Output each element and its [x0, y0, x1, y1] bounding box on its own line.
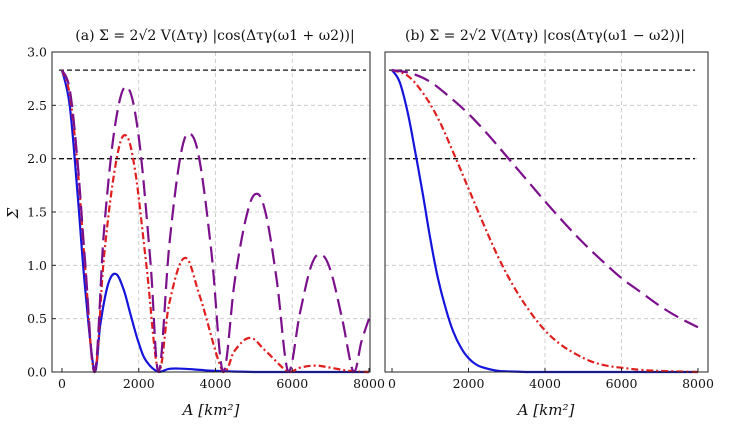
series-line-solid [60, 69, 369, 374]
y-tick-label: 2.5 [27, 98, 47, 113]
panel-a-title: (a) Σ = 2√2 V(Δτγ) |cos(Δτγ(ω1 + ω2))| [75, 28, 354, 44]
panel-a-reference-lines [59, 69, 366, 160]
x-tick-label: 0 [58, 376, 66, 391]
panel-b-reference-lines [389, 69, 695, 160]
y-tick-label: 3.0 [27, 45, 47, 60]
x-tick-label: 4000 [200, 376, 232, 391]
x-tick-label: 6000 [606, 376, 638, 391]
panel-b-grid [385, 52, 698, 372]
x-tick-label: 6000 [276, 376, 308, 391]
panel-b-x-label: A [km²] [516, 401, 575, 419]
y-tick-label: 0.5 [27, 311, 47, 326]
y-tick-label: 0.0 [27, 365, 47, 380]
x-tick-label: 2000 [453, 376, 485, 391]
panel-b-frame [384, 51, 709, 373]
panel-a-x-label: A [km²] [181, 401, 240, 419]
x-tick-label: 8000 [353, 376, 385, 391]
x-tick-label: 4000 [529, 376, 561, 391]
panel-a-x-ticks: 0 2000 4000 6000 8000 [58, 368, 385, 391]
y-tick-label: 2.0 [27, 151, 47, 166]
panel-a: (a) Σ = 2√2 V(Δτγ) |cos(Δτγ(ω1 + ω2))| 0… [4, 28, 385, 419]
series-line-dash-dot [391, 69, 699, 374]
series-line-long-dash [391, 69, 699, 329]
x-tick-label: 0 [388, 376, 396, 391]
x-tick-label: 8000 [682, 376, 714, 391]
x-tick-label: 2000 [123, 376, 155, 391]
series-line-long-dash [60, 69, 371, 374]
panel-a-series [60, 69, 371, 374]
y-tick-label: 1.5 [27, 205, 47, 220]
panel-b: (b) Σ = 2√2 V(Δτγ) |cos(Δτγ(ω1 − ω2))| 0… [384, 28, 714, 419]
panel-b-x-ticks: 0 2000 4000 6000 8000 [388, 368, 714, 391]
panel-a-y-ticks: 0.0 0.5 1.0 1.5 2.0 2.5 3.0 [27, 45, 56, 380]
panel-a-y-label: Σ [4, 207, 22, 219]
panel-b-title: (b) Σ = 2√2 V(Δτγ) |cos(Δτγ(ω1 − ω2))| [405, 28, 685, 44]
y-tick-label: 1.0 [27, 258, 47, 273]
